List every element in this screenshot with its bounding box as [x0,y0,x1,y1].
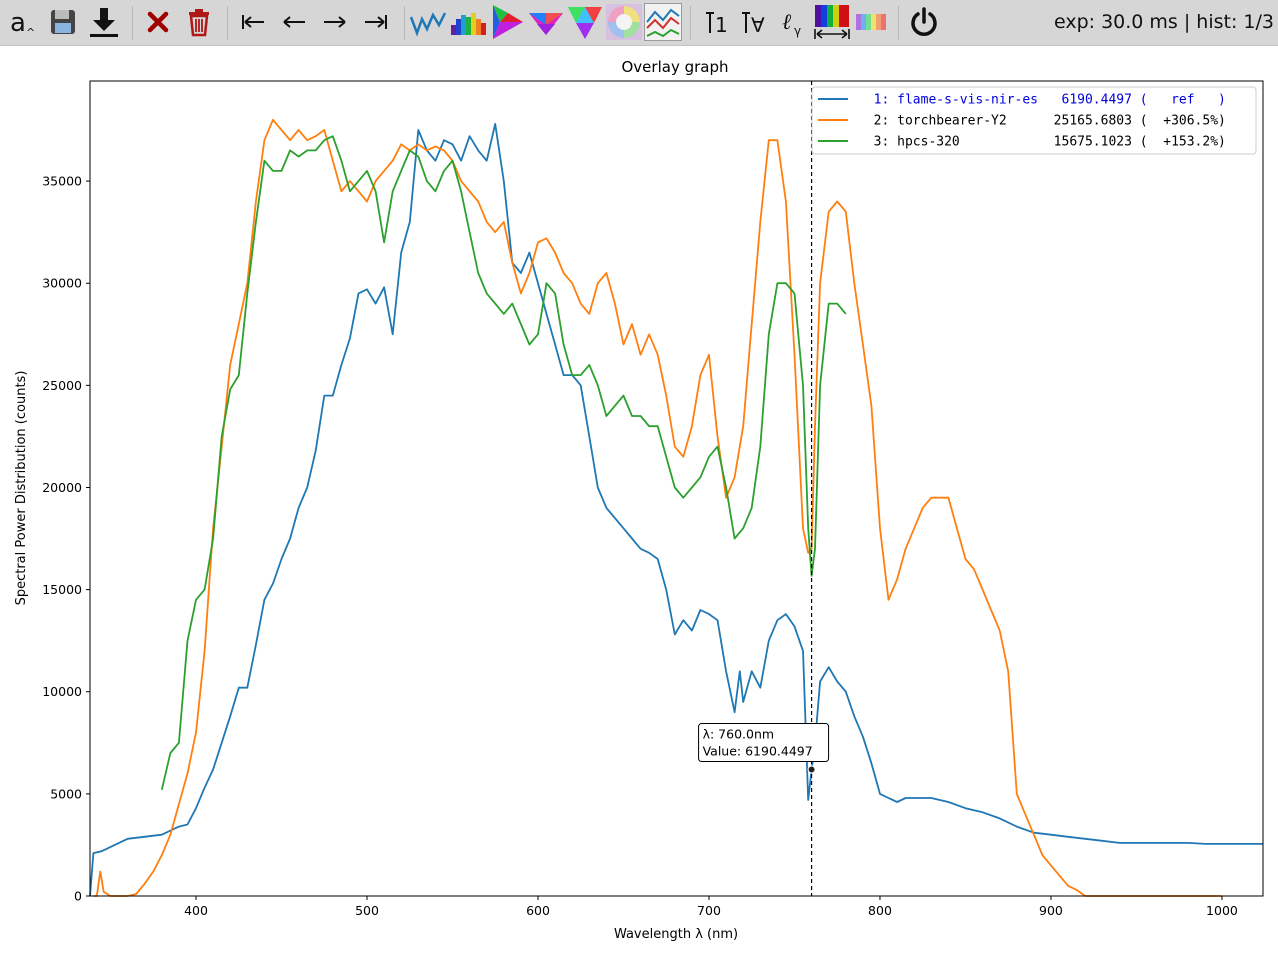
x-tick-label: 1000 [1206,903,1238,918]
legend-box [811,86,1257,155]
color-triangle-icon [493,5,523,39]
legend-entry-3: 3: hpcs-320 15675.1023 ( +153.2%) [858,135,1226,150]
next-button[interactable] [316,3,354,41]
series-line-2 [93,118,1222,897]
arrow-to-start-icon [242,15,264,29]
cursor-marker [807,765,816,774]
y-tick-label: 20000 [42,480,82,495]
legend-entry-2: 2: torchbearer-Y2 25165.6803 ( +306.5%) [858,114,1226,129]
y-tick-label: 25000 [42,378,82,393]
y-tick-label: 30000 [42,276,82,291]
series-layer [89,118,1263,897]
gamut-triangle-2-button[interactable] [527,3,565,41]
previous-button[interactable] [275,3,313,41]
spectrum-line-button[interactable] [409,3,447,41]
overlay-graph-plot[interactable]: Overlay graph 400 500 600 700 800 900 1000 0 50… [0,46,1278,958]
status-text: exp: 30.0 ms | hist: 1/3 [1053,11,1274,33]
normalize-one-icon: 1 [706,12,728,37]
x-tick-label: 500 [355,903,379,918]
cursor-tooltip-value: Value: 6190.4497 [703,744,813,759]
font-size-icon: a ^ [10,8,35,39]
cursor-layer: λ: 760.0nm Value: 6190.4497 [698,81,830,896]
svg-text:1: 1 [715,13,728,37]
svg-text:a: a [10,8,26,38]
color-triangle-icon-2 [529,13,563,35]
download-arrow-icon [90,8,118,37]
gamut-triangle-button[interactable] [489,3,527,41]
x-tick-label: 600 [526,903,550,918]
svg-text:ℓ: ℓ [782,10,792,35]
plot-frame [89,80,1264,897]
arrow-left-icon [283,16,305,28]
y-tick-label: 15000 [42,582,82,597]
red-x-icon [147,11,169,33]
normalize-all-icon: ∀ [742,12,765,37]
y-axis: 0 5000 10000 15000 20000 25000 30000 35000 [42,174,90,904]
arrow-to-end-icon [365,15,387,29]
svg-text:γ: γ [794,24,801,38]
x-tick-label: 900 [1039,903,1063,918]
normalize-all-button[interactable]: ∀ [735,3,773,41]
x-tick-label: 700 [697,903,721,918]
color-wheel-icon [606,4,642,40]
floppy-disk-icon [51,10,75,34]
series-line-1 [89,123,1263,897]
x-axis: 400 500 600 700 800 900 1000 [184,896,1238,918]
spectrum-line-icon [409,12,447,37]
close-button[interactable] [139,3,177,41]
rainbow-histogram-icon [451,13,486,35]
y-tick-label: 35000 [42,174,82,189]
last-button[interactable] [357,3,395,41]
spectrum-range-icon [814,5,850,39]
y-tick-label: 10000 [42,684,82,699]
gamut-triangle-3-button[interactable] [566,3,604,41]
color-bars-button[interactable] [852,3,890,41]
y-axis-label: Spectral Power Distribution (counts) [14,371,29,606]
overlay-graph-icon [646,8,680,38]
legend: 1: flame-s-vis-nir-es 6190.4497 ( ref ) … [811,86,1257,155]
spectrum-range-button[interactable] [813,3,851,41]
cursor-tooltip-wavelength: λ: 760.0nm [703,727,774,742]
toolbar: a ^ 1 [0,0,1278,46]
series-line-3 [160,135,847,791]
trash-icon [189,9,209,37]
first-button[interactable] [234,3,272,41]
power-button[interactable] [905,3,943,41]
svg-text:∀: ∀ [751,13,765,37]
color-triangle-icon-3 [568,7,602,39]
overlay-graph-button[interactable] [644,3,682,41]
chart-title: Overlay graph [622,58,729,76]
x-axis-label: Wavelength λ (nm) [614,927,738,942]
color-bars-icon [856,14,886,30]
svg-text:^: ^ [26,26,35,39]
y-tick-label: 0 [74,889,82,904]
delete-button[interactable] [180,3,218,41]
arrow-right-icon [324,16,346,28]
download-button[interactable] [85,3,123,41]
cursor-tooltip-box [698,723,830,763]
x-tick-label: 400 [184,903,208,918]
histogram-button[interactable] [449,3,487,41]
font-size-button[interactable]: a ^ [2,3,40,41]
color-wheel-button[interactable] [605,3,643,41]
save-button[interactable] [44,3,82,41]
x-tick-label: 800 [868,903,892,918]
y-tick-label: 5000 [50,786,82,801]
normalize-one-button[interactable]: 1 [696,3,734,41]
legend-entry-1: 1: flame-s-vis-nir-es 6190.4497 ( ref ) [858,93,1226,108]
power-icon [911,7,937,36]
